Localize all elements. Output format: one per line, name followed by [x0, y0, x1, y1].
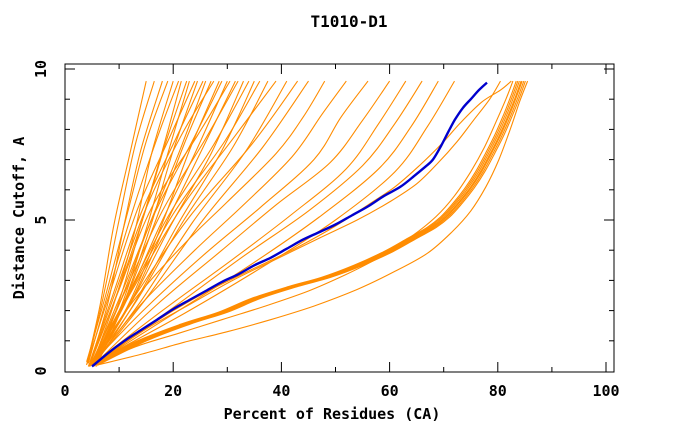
model-curve — [92, 80, 228, 364]
model-curve — [86, 80, 147, 366]
model-curve — [90, 80, 369, 366]
x-tick-label: 0 — [60, 382, 69, 400]
x-tick-label: 100 — [592, 382, 619, 400]
model-curve — [88, 80, 250, 367]
model-curve — [90, 80, 223, 366]
model-curve — [88, 80, 326, 366]
model-curve — [87, 80, 231, 367]
model-curve — [94, 80, 423, 366]
x-axis-title: Percent of Residues (CA) — [224, 405, 441, 423]
model-curve — [91, 80, 407, 366]
model-curve — [87, 80, 155, 364]
plot-border — [64, 63, 615, 373]
y-tick-label: 10 — [32, 60, 50, 78]
model-curve — [86, 80, 169, 363]
x-tick-label: 80 — [489, 382, 507, 400]
model-curve — [88, 80, 215, 367]
x-tick-label: 40 — [272, 382, 290, 400]
model-curve — [94, 80, 514, 366]
model-curve — [89, 80, 204, 363]
model-curve — [93, 80, 309, 364]
model-curve — [94, 80, 523, 366]
model-curve — [93, 80, 391, 366]
x-tick-label: 20 — [164, 382, 182, 400]
model-curve — [97, 80, 529, 366]
model-curve — [86, 80, 196, 364]
model-curve — [90, 80, 519, 366]
model-curve — [91, 80, 520, 366]
model-curve — [92, 80, 269, 364]
y-tick-label: 0 — [32, 366, 50, 375]
model-curve — [96, 80, 525, 366]
model-curve — [91, 80, 347, 366]
model-curve — [91, 80, 501, 366]
model-curve — [87, 80, 180, 364]
chart-title: T1010-D1 — [310, 12, 387, 31]
highlight-curve — [91, 81, 488, 368]
axes-layer — [64, 63, 615, 373]
model-curve — [97, 80, 526, 366]
curves-layer — [86, 80, 529, 368]
model-curve — [92, 80, 439, 366]
x-tick-label: 60 — [381, 382, 399, 400]
y-tick-label: 5 — [32, 215, 50, 224]
model-curve — [89, 80, 277, 367]
model-curve — [89, 80, 239, 366]
y-axis-title: Distance Cutoff, A — [10, 137, 28, 300]
tick-label-layer: 0 20 40 60 80 100 0 5 10 — [32, 60, 620, 400]
model-curve — [89, 80, 455, 366]
model-curve — [88, 80, 517, 366]
